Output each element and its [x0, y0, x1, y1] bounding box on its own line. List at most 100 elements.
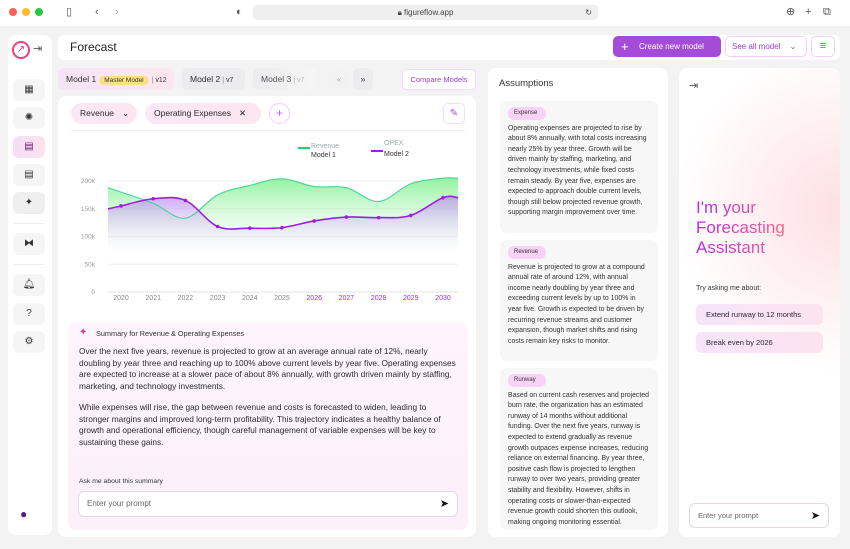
user-avatar-icon[interactable]: ● [20, 507, 28, 521]
menu-button[interactable]: ≡ [811, 36, 835, 57]
plus-icon: + [621, 39, 629, 54]
summary-title: Summary for Revenue & Operating Expenses [96, 329, 245, 338]
assumption-text: Operating expenses are projected to rise… [508, 124, 647, 217]
tab-model-2[interactable]: Model 2 | v7 [182, 68, 245, 90]
new-tab-icon[interactable]: + [805, 6, 812, 18]
collapse-panel-icon[interactable]: ⇥ [689, 80, 699, 92]
opex-point [441, 195, 445, 200]
forward-icon[interactable]: › [115, 6, 119, 18]
assistant-prompt-input[interactable]: Enter your prompt ➤ [689, 503, 829, 528]
assumption-text: Revenue is projected to grow at a compou… [508, 263, 645, 345]
metric-label: Revenue [80, 108, 115, 118]
try-asking-label: Try asking me about: [696, 285, 762, 292]
suggestion-extend-runway[interactable]: Extend runway to 12 months [696, 304, 823, 325]
assistant-panel: ⇥ I'm your Forecasting Assistant Try ask… [679, 68, 840, 537]
x-tick-label: 2026 [306, 295, 322, 302]
x-tick-label: 2020 [113, 295, 129, 302]
divider [13, 223, 45, 224]
scroll-tabs-left-button[interactable]: « [329, 68, 349, 90]
send-icon[interactable]: ➤ [439, 498, 449, 510]
dashboard-icon[interactable]: ▦ [13, 79, 45, 101]
assumption-card-expense: Expense Operating expenses are projected … [500, 101, 658, 233]
divider [13, 264, 45, 265]
tab-model-3[interactable]: Model 3 | v7 [253, 68, 316, 90]
summary-paragraph: While expenses will rise, the gap betwee… [79, 402, 441, 447]
heading-line: I'm your [696, 198, 756, 217]
bell-icon[interactable]: 🔔︎ [13, 274, 45, 296]
create-label: Create new model [639, 42, 704, 51]
chevron-down-icon: ⌄ [789, 42, 797, 51]
see-all-model-dropdown[interactable]: See all model ⌄ [725, 36, 807, 57]
tab-model-1[interactable]: Model 1 Master Model | v12 [58, 68, 174, 90]
integrations-icon[interactable]: ⧓ [13, 233, 45, 255]
see-all-label: See all model [732, 42, 781, 51]
assistant-heading: I'm your Forecasting Assistant [696, 198, 785, 258]
opex-point [344, 215, 349, 219]
legend-opex-label: OPEX [384, 140, 404, 147]
x-tick-label: 2024 [242, 295, 258, 302]
tab-label: Model 3 [261, 74, 292, 84]
suggestion-break-even[interactable]: Break even by 2026 [696, 332, 823, 353]
opex-point [312, 219, 316, 223]
version-label: v7 [296, 77, 305, 84]
opex-point [119, 204, 123, 208]
y-tick-label: 100k [81, 234, 96, 241]
download-icon[interactable]: ⊕ [786, 6, 796, 18]
x-tick-label: 2022 [178, 295, 194, 302]
reload-icon[interactable]: ↻ [585, 8, 592, 17]
browser-toolbar: ▯ ‹ › ◐ 🔒︎ figureflow.app ↻ ⊕ + ⧉ [0, 0, 850, 26]
lock-icon: 🔒︎ [397, 8, 405, 17]
forecast-chart: 0 50k 100k 150k 200k 2020 2021 2022 2023 2024 2025… [81, 140, 459, 302]
maximize-window-button[interactable] [35, 8, 43, 16]
send-icon[interactable]: ➤ [810, 510, 820, 522]
legend-revenue-label: Revenue [311, 143, 339, 150]
legend-opex-model: Model 2 [384, 151, 409, 158]
assumption-card-revenue: Revenue Revenue is projected to grow at a… [500, 240, 658, 361]
remove-chip-icon[interactable]: ✕ [239, 108, 247, 118]
collapse-sidebar-icon[interactable]: ⇥ [33, 43, 43, 55]
opex-point [248, 226, 252, 230]
x-tick-label: 2027 [339, 295, 355, 302]
opex-point [151, 196, 155, 201]
version-label: v12 [155, 77, 167, 84]
revenue-line [107, 177, 459, 219]
address-bar[interactable]: 🔒︎ figureflow.app ↻ [253, 5, 598, 20]
metric-dropdown[interactable]: Revenue ⌄ [71, 103, 137, 124]
assumptions-title: Assumptions [499, 78, 554, 89]
opex-point [215, 224, 220, 229]
ask-label: Ask me about this summary [79, 478, 163, 485]
scroll-tabs-right-button[interactable]: » [353, 68, 373, 90]
summary-prompt-input[interactable]: Enter your prompt ➤ [78, 491, 458, 517]
forecast-report-icon[interactable]: ▤ [13, 136, 45, 158]
divider [70, 130, 466, 131]
compare-models-button[interactable]: Compare Models [402, 69, 476, 90]
opex-point [376, 215, 381, 220]
sidebar-toggle-icon[interactable]: ▯ [66, 6, 73, 18]
y-tick-label: 200k [81, 178, 96, 185]
y-tick-label: 0 [91, 289, 95, 296]
chip-label: Operating Expenses [154, 108, 232, 118]
opex-point [280, 225, 284, 230]
minimize-window-button[interactable] [22, 8, 30, 16]
x-tick-label: 2025 [274, 295, 290, 302]
back-icon[interactable]: ‹ [95, 6, 99, 18]
x-tick-label: 2021 [145, 295, 161, 302]
y-tick-label: 50k [85, 261, 96, 268]
close-window-button[interactable] [9, 8, 17, 16]
legend-revenue-model: Model 1 [311, 152, 336, 159]
help-icon[interactable]: ? [13, 303, 45, 325]
document-icon[interactable]: ▤ [13, 164, 45, 186]
summary-card: ✦ Summary for Revenue & Operating Expens… [68, 322, 468, 530]
ai-sparkle-icon[interactable]: ✦ [13, 192, 45, 214]
lightbulb-icon[interactable]: ✺ [13, 107, 45, 129]
tabs-overview-icon[interactable]: ⧉ [823, 6, 831, 18]
edit-icon[interactable]: ✎ [443, 103, 465, 124]
assumption-tag: Expense [508, 107, 546, 120]
sparkle-icon: ✦ [79, 327, 88, 338]
summary-paragraph: Over the next five years, revenue is pro… [79, 346, 456, 391]
page-header: Forecast + Create new model See all model… [58, 35, 840, 60]
assumption-tag: Revenue [508, 246, 546, 259]
settings-icon[interactable]: ⚙ [13, 331, 45, 353]
create-new-model-button[interactable]: + Create new model [613, 36, 721, 57]
add-metric-button[interactable]: + [269, 103, 290, 124]
